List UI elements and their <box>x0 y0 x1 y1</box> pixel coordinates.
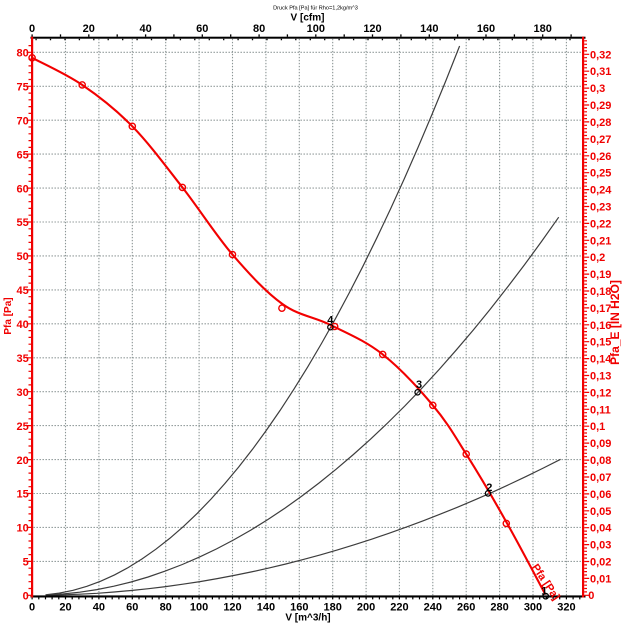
svg-text:0,11: 0,11 <box>590 404 611 416</box>
svg-text:0,12: 0,12 <box>590 387 611 399</box>
svg-text:220: 220 <box>390 602 408 614</box>
svg-text:0,04: 0,04 <box>590 523 612 535</box>
svg-text:20: 20 <box>59 602 71 614</box>
svg-text:60: 60 <box>17 183 29 195</box>
svg-text:0,08: 0,08 <box>590 455 611 467</box>
svg-text:240: 240 <box>424 602 442 614</box>
svg-text:V [m^3/h]: V [m^3/h] <box>285 613 330 624</box>
svg-text:Pfa_E [IN H2O]: Pfa_E [IN H2O] <box>608 280 622 365</box>
svg-text:180: 180 <box>324 602 342 614</box>
svg-text:140: 140 <box>420 23 438 35</box>
svg-text:0,25: 0,25 <box>590 168 611 180</box>
svg-text:0,05: 0,05 <box>590 506 611 518</box>
svg-text:15: 15 <box>17 489 29 501</box>
svg-text:80: 80 <box>253 23 265 35</box>
svg-text:4: 4 <box>327 314 334 326</box>
svg-text:0: 0 <box>29 23 35 35</box>
svg-text:0,16: 0,16 <box>590 320 611 332</box>
svg-text:0,28: 0,28 <box>590 117 611 129</box>
svg-text:3: 3 <box>416 379 422 391</box>
svg-text:0,3: 0,3 <box>590 83 605 95</box>
svg-text:0,32: 0,32 <box>590 49 611 61</box>
svg-text:100: 100 <box>190 602 208 614</box>
svg-text:280: 280 <box>490 602 508 614</box>
svg-text:300: 300 <box>524 602 542 614</box>
svg-text:80: 80 <box>160 602 172 614</box>
svg-text:60: 60 <box>196 23 208 35</box>
svg-text:0,14: 0,14 <box>590 354 612 366</box>
svg-text:40: 40 <box>17 319 29 331</box>
svg-text:70: 70 <box>17 115 29 127</box>
svg-text:0,2: 0,2 <box>590 252 605 264</box>
svg-text:0: 0 <box>588 590 594 602</box>
svg-text:25: 25 <box>17 421 29 433</box>
svg-text:50: 50 <box>17 251 29 263</box>
svg-text:160: 160 <box>477 23 495 35</box>
svg-text:0,1: 0,1 <box>590 421 605 433</box>
svg-text:45: 45 <box>17 285 29 297</box>
svg-text:0,23: 0,23 <box>590 202 611 214</box>
svg-text:0,18: 0,18 <box>590 286 611 298</box>
svg-text:20: 20 <box>83 23 95 35</box>
svg-text:0,27: 0,27 <box>590 134 611 146</box>
svg-text:30: 30 <box>17 387 29 399</box>
svg-text:0,03: 0,03 <box>590 540 611 552</box>
svg-text:0,02: 0,02 <box>590 557 611 569</box>
svg-text:160: 160 <box>290 602 308 614</box>
svg-text:V [cfm]: V [cfm] <box>291 13 325 24</box>
svg-text:0,31: 0,31 <box>590 66 611 78</box>
svg-text:320: 320 <box>557 602 575 614</box>
svg-text:0,22: 0,22 <box>590 218 611 230</box>
svg-text:20: 20 <box>17 455 29 467</box>
svg-text:75: 75 <box>17 82 29 94</box>
svg-text:80: 80 <box>17 48 29 60</box>
svg-text:1: 1 <box>541 585 547 597</box>
svg-text:40: 40 <box>93 602 105 614</box>
svg-text:0: 0 <box>23 591 29 603</box>
svg-text:0,13: 0,13 <box>590 371 611 383</box>
svg-text:0,29: 0,29 <box>590 100 611 112</box>
svg-text:Pfa [Pa]: Pfa [Pa] <box>3 297 14 334</box>
svg-text:100: 100 <box>307 23 325 35</box>
svg-text:35: 35 <box>17 353 29 365</box>
svg-text:0,07: 0,07 <box>590 472 611 484</box>
svg-text:0,09: 0,09 <box>590 438 611 450</box>
svg-text:120: 120 <box>363 23 381 35</box>
svg-text:120: 120 <box>223 602 241 614</box>
svg-text:260: 260 <box>457 602 475 614</box>
svg-text:0,01: 0,01 <box>590 573 611 585</box>
svg-text:55: 55 <box>17 217 29 229</box>
svg-text:0,17: 0,17 <box>590 303 611 315</box>
svg-text:140: 140 <box>257 602 275 614</box>
svg-text:180: 180 <box>534 23 552 35</box>
svg-text:Druck Pfa [Pa] für Rho=1,2kg/m: Druck Pfa [Pa] für Rho=1,2kg/m^3 <box>273 5 358 11</box>
svg-text:0,06: 0,06 <box>590 489 611 501</box>
svg-text:0,21: 0,21 <box>590 235 611 247</box>
svg-text:0,15: 0,15 <box>590 337 611 349</box>
svg-text:2: 2 <box>486 482 492 494</box>
svg-text:200: 200 <box>357 602 375 614</box>
svg-text:40: 40 <box>139 23 151 35</box>
svg-text:0,26: 0,26 <box>590 151 611 163</box>
svg-text:0: 0 <box>29 602 35 614</box>
svg-text:0,19: 0,19 <box>590 269 611 281</box>
svg-text:60: 60 <box>126 602 138 614</box>
svg-text:0,24: 0,24 <box>590 185 612 197</box>
svg-text:5: 5 <box>23 557 29 569</box>
svg-text:10: 10 <box>17 523 29 535</box>
svg-text:65: 65 <box>17 149 29 161</box>
